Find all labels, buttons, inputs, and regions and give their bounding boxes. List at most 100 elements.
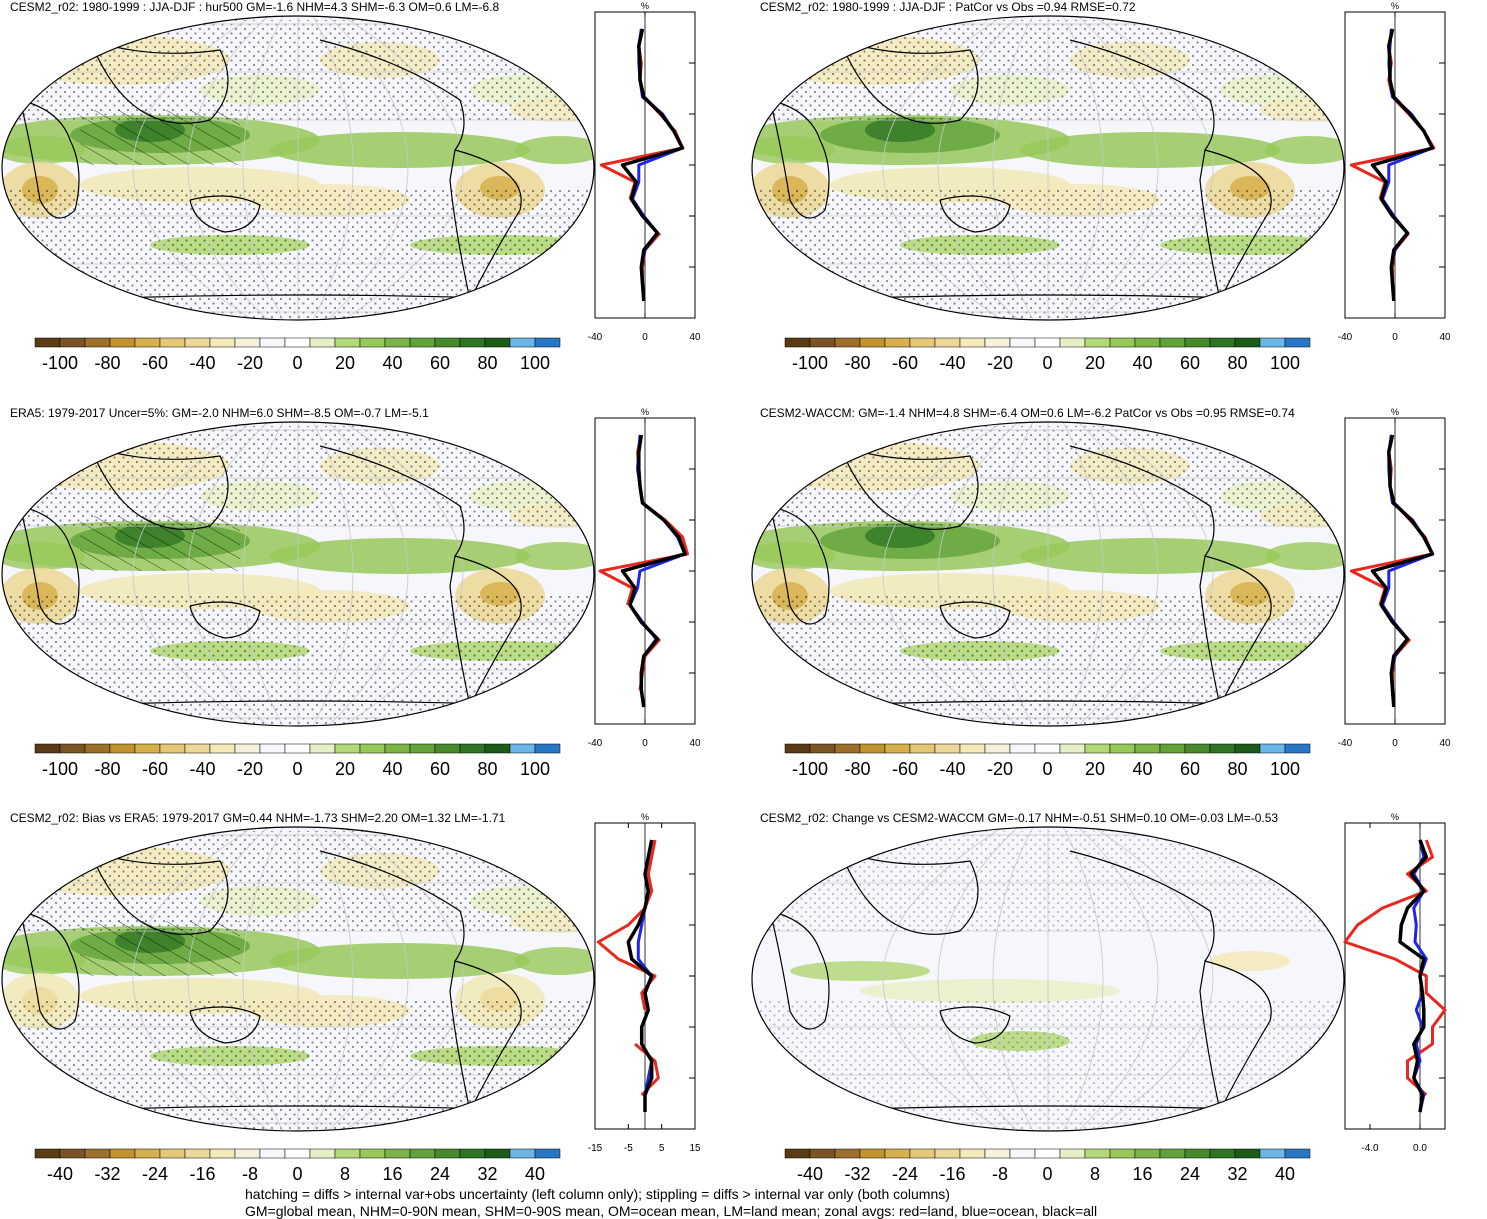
zonal-unit: %	[1391, 1, 1399, 11]
colorbar-box	[184, 1148, 211, 1159]
colorbar-label: -40	[797, 1164, 823, 1184]
colorbar-label: 32	[1227, 1164, 1247, 1184]
change-band	[860, 979, 1120, 1003]
zonal-unit: %	[641, 812, 649, 822]
panel-title: CESM2_r02: Change vs CESM2-WACCM GM=-0.1…	[760, 811, 1279, 825]
colorbar-box	[34, 1148, 61, 1159]
zonal-mean-plot: %-15-551560N30N030S60S	[588, 812, 700, 1154]
north-america-coast	[1069, 39, 1215, 151]
colorbar: -100 -80 -60 -40 -20 0 20 40 60 80 100	[784, 743, 1311, 779]
stippling-south	[2, 596, 594, 726]
map	[752, 827, 1344, 1131]
colorbar-box	[784, 1148, 811, 1159]
colorbar-box	[1109, 337, 1136, 348]
x-tick-label: -40	[588, 738, 603, 749]
zonal-series-all	[626, 839, 654, 1112]
x-tick-label: 40	[1439, 738, 1450, 749]
colorbar-box	[1234, 337, 1261, 348]
colorbar-box	[484, 337, 511, 348]
panel-3: ERA5: 1979-2017 Uncer=5%: GM=-2.0 NHM=6.…	[0, 406, 700, 796]
zonal-mean-plot: %-4004060N30N030S60S	[1338, 407, 1450, 749]
x-tick-label: 15	[689, 1143, 700, 1154]
africa-coast	[19, 505, 80, 625]
colorbar-label: -8	[992, 1164, 1008, 1184]
colorbar-label: 40	[382, 353, 402, 373]
colorbar-box	[109, 1148, 136, 1159]
x-tick-label: -40	[1338, 332, 1353, 343]
panel-title: CESM2_r02: 1980-1999 : JJA-DJF : hur500 …	[10, 0, 500, 14]
colorbar-box	[1259, 337, 1286, 348]
colorbar-box	[384, 337, 411, 348]
footer-note-means: GM=global mean, NHM=0-90N mean, SHM=0-90…	[245, 1203, 1098, 1219]
map	[2, 422, 594, 726]
south-america-coast	[1199, 555, 1272, 708]
colorbar-box	[309, 743, 336, 754]
stippling-south	[2, 190, 594, 320]
africa-band	[2, 542, 85, 570]
colorbar-box	[1209, 1148, 1236, 1159]
colorbar-box	[309, 337, 336, 348]
colorbar-box	[1159, 337, 1186, 348]
colorbar-box	[859, 743, 886, 754]
colorbar-box	[1159, 743, 1186, 754]
colorbar-box	[1209, 337, 1236, 348]
south-america-coast	[449, 149, 522, 302]
colorbar-box	[1259, 1148, 1286, 1159]
colorbar-box	[209, 1148, 236, 1159]
x-tick-label: 40	[689, 332, 700, 343]
colorbar-box	[1059, 1148, 1086, 1159]
colorbar-box	[359, 1148, 386, 1159]
colorbar-box	[1134, 337, 1161, 348]
x-tick-label: -15	[588, 1143, 603, 1154]
colorbar-box	[234, 743, 261, 754]
colorbar-box	[1109, 1148, 1136, 1159]
australia-coast	[939, 601, 1011, 639]
colorbar-box	[1159, 1148, 1186, 1159]
africa-band	[2, 947, 85, 975]
colorbar-label: -100	[42, 759, 78, 779]
colorbar-box	[884, 337, 911, 348]
colorbar-label: 0	[292, 759, 302, 779]
colorbar-box	[384, 1148, 411, 1159]
colorbar-box	[1009, 743, 1036, 754]
panel-graphics: -100-80-60-40-20020406080100%-4004060N30…	[751, 407, 1450, 779]
zonal-series-all	[620, 28, 685, 302]
colorbar-label: -60	[892, 353, 918, 373]
colorbar-label: 0	[292, 353, 302, 373]
colorbar-box	[234, 1148, 261, 1159]
asia-coast	[89, 445, 229, 530]
x-tick-label: 0.0	[1413, 1143, 1427, 1154]
change-patch-2	[1210, 951, 1290, 971]
colorbar-label: 60	[1180, 759, 1200, 779]
colorbar-box	[484, 1148, 511, 1159]
colorbar-label: 20	[335, 759, 355, 779]
colorbar-label: 80	[477, 353, 497, 373]
colorbar-label: 0	[1042, 759, 1052, 779]
colorbar-box	[259, 743, 286, 754]
colorbar-box	[59, 1148, 86, 1159]
africa-coast	[19, 99, 80, 219]
colorbar-label: 16	[1132, 1164, 1152, 1184]
colorbar-box	[1234, 1148, 1261, 1159]
zonal-unit: %	[1391, 812, 1399, 822]
colorbar-box	[909, 743, 936, 754]
colorbar-label: 20	[1085, 353, 1105, 373]
stippling-south	[752, 596, 1344, 726]
colorbar-label: 60	[430, 353, 450, 373]
x-tick-label: 40	[689, 738, 700, 749]
colorbar-box	[59, 337, 86, 348]
panel-6: CESM2_r02: Change vs CESM2-WACCM GM=-0.1…	[750, 811, 1450, 1201]
stippling-north	[752, 426, 1344, 526]
colorbar-label: 24	[1180, 1164, 1200, 1184]
hatching-region	[80, 921, 240, 976]
australia-coast	[939, 1006, 1011, 1044]
colorbar-box	[534, 1148, 561, 1159]
colorbar-box	[284, 743, 311, 754]
footer-note-hatching: hatching = diffs > internal var+obs unce…	[245, 1186, 950, 1202]
africa-coast	[19, 910, 80, 1030]
colorbar-box	[134, 743, 161, 754]
itcz-band-east	[270, 132, 530, 168]
colorbar-box	[909, 1148, 936, 1159]
colorbar-box	[859, 337, 886, 348]
zonal-mean-plot: %-4.00.060N30N030S60S	[1343, 812, 1447, 1154]
